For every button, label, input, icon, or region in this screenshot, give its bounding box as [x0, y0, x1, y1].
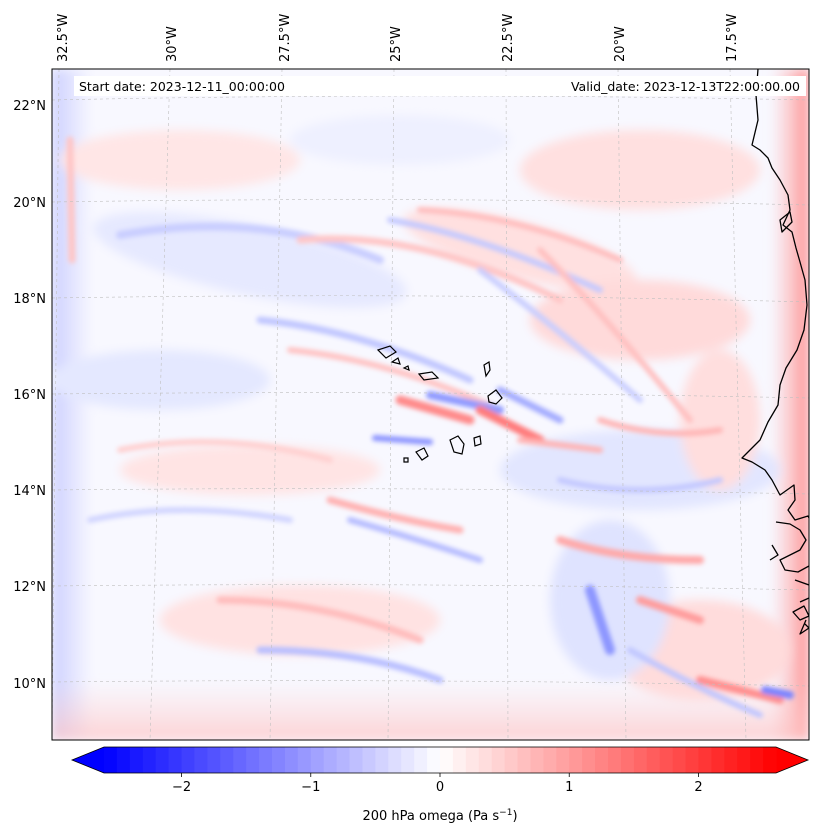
start-date-label: Start date: 2023-12-11_00:00:00: [79, 79, 285, 94]
colorbar-band: [711, 747, 725, 773]
header-band: [74, 76, 806, 96]
colorbar: −2 −1 0 1 2 200 hPa omega (Pa s−1): [70, 746, 810, 824]
map-frame: [51, 68, 810, 741]
lon-tick-label: 27.5°W: [278, 14, 293, 62]
colorbar-band: [168, 747, 183, 773]
colorbar-band: [310, 747, 325, 773]
lat-tick-label: 18°N: [13, 292, 46, 307]
colorbar-band: [246, 747, 260, 773]
colorbar-tick-label: −1: [301, 780, 320, 795]
lon-tick-label: 20°W: [613, 26, 628, 62]
colorbar-band: [336, 747, 351, 773]
lat-tick-label: 12°N: [13, 580, 46, 595]
omega-field-broad: [52, 69, 809, 740]
valid-date-label: Valid_date: 2023-12-13T22:00:00.00: [571, 79, 800, 94]
colorbar-band: [750, 747, 764, 773]
colorbar-band: [401, 747, 415, 773]
colorbar-tick-label: 2: [694, 780, 702, 795]
africa-coastline: [741, 69, 809, 521]
colorbar-band: [582, 747, 596, 773]
map-panel: Start date: 2023-12-11_00:00:00 Valid_da…: [51, 68, 810, 741]
colorbar-band: [427, 747, 441, 773]
colorbar-band: [633, 747, 648, 773]
colorbar-band: [763, 747, 777, 773]
colorbar-band: [414, 747, 428, 773]
colorbar-band: [388, 747, 402, 773]
colorbar-band: [478, 747, 493, 773]
colorbar-band: [698, 747, 712, 773]
colorbar-bands: [104, 747, 777, 773]
colorbar-band: [737, 747, 751, 773]
longitude-labels: 32.5°W 30°W 27.5°W 25°W 22.5°W 20°W 17.5…: [56, 14, 740, 62]
colorbar-band: [375, 747, 389, 773]
colorbar-band: [465, 747, 480, 773]
lon-tick-label: 32.5°W: [56, 14, 71, 62]
colorbar-band: [543, 747, 557, 773]
lon-tick-label: 30°W: [165, 26, 180, 62]
colorbar-band: [595, 747, 609, 773]
colorbar-band: [556, 747, 570, 773]
colorbar-band: [620, 747, 635, 773]
colorbar-band: [491, 747, 506, 773]
colorbar-band: [142, 747, 157, 773]
colorbar-band: [569, 747, 583, 773]
colorbar-band: [284, 747, 299, 773]
colorbar-label: 200 hPa omega (Pa s−1): [362, 808, 517, 824]
lat-tick-label: 16°N: [13, 388, 46, 403]
colorbar-extend-high: [776, 747, 808, 773]
colorbar-band: [207, 747, 221, 773]
lat-tick-label: 20°N: [13, 196, 46, 211]
colorbar-band: [672, 747, 687, 773]
colorbar-band: [272, 747, 286, 773]
colorbar-tick-label: −2: [172, 780, 191, 795]
colorbar-band: [452, 747, 467, 773]
colorbar-tick-label: 0: [436, 780, 444, 795]
colorbar-outline: [70, 746, 810, 774]
lon-tick-label: 22.5°W: [501, 14, 516, 62]
colorbar-band: [297, 747, 312, 773]
colorbar-band: [646, 747, 661, 773]
colorbar-band: [116, 747, 131, 773]
latitude-labels: 22°N 20°N 18°N 16°N 14°N 12°N 10°N: [13, 99, 46, 692]
colorbar-band: [104, 747, 118, 773]
colorbar-band: [362, 747, 376, 773]
coastlines: [741, 69, 809, 635]
colorbar-band: [349, 747, 364, 773]
colorbar-band: [194, 747, 208, 773]
cape-verde-islands: [376, 345, 503, 463]
colorbar-extend-low: [72, 747, 104, 773]
lat-tick-label: 14°N: [13, 484, 46, 499]
colorbar-band: [323, 747, 338, 773]
omega-field: Start date: 2023-12-11_00:00:00 Valid_da…: [52, 69, 809, 740]
lat-tick-label: 22°N: [13, 99, 46, 114]
colorbar-tick-label: 1: [565, 780, 573, 795]
colorbar-band: [517, 747, 532, 773]
colorbar-band: [608, 747, 622, 773]
lon-tick-label: 25°W: [389, 26, 404, 62]
colorbar-band: [504, 747, 519, 773]
colorbar-band: [724, 747, 738, 773]
colorbar-band: [259, 747, 273, 773]
colorbar-band: [155, 747, 170, 773]
lon-tick-label: 17.5°W: [725, 14, 740, 62]
omega-field-streaks: [66, 136, 794, 718]
colorbar-band: [659, 747, 674, 773]
colorbar-band: [220, 747, 234, 773]
colorbar-band: [129, 747, 144, 773]
colorbar-band: [233, 747, 247, 773]
colorbar-band: [440, 747, 454, 773]
colorbar-band: [181, 747, 196, 773]
lat-tick-label: 10°N: [13, 677, 46, 692]
colorbar-band: [530, 747, 544, 773]
colorbar-band: [685, 747, 700, 773]
colorbar-ticks: −2 −1 0 1 2: [172, 773, 703, 795]
